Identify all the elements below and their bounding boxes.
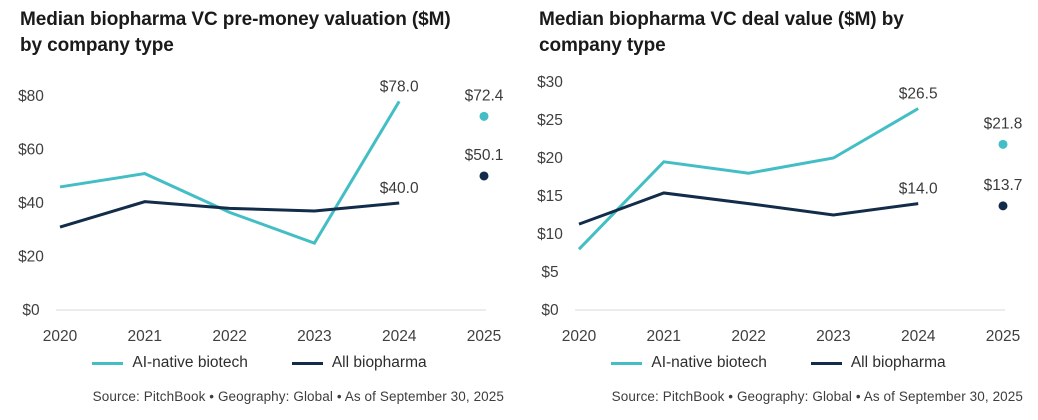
data-label-2025-ai-native-biotech: $72.4 [465, 87, 504, 104]
x-axis-tick-label: 2025 [467, 328, 501, 345]
data-point-2025-all-biopharma [479, 171, 489, 181]
x-axis-tick-label: 2024 [901, 328, 936, 345]
source-note: Source: PitchBook • Geography: Global • … [611, 389, 1023, 404]
data-label-2025-all-biopharma: $13.7 [984, 177, 1023, 194]
legend-item-ai-native-biotech: AI-native biotech [92, 354, 248, 372]
series-line-ai-native-biotech [577, 107, 919, 251]
y-axis-tick-label: $0 [541, 302, 559, 319]
data-point-2025-ai-native-biotech [479, 111, 489, 121]
y-axis-tick-label: $40 [18, 195, 44, 212]
legend-line-swatch-ai-native [611, 361, 643, 365]
y-axis-tick-label: $80 [18, 88, 44, 105]
series-line-ai-native-biotech [59, 100, 401, 245]
x-axis-tick-label: 2023 [297, 328, 331, 345]
data-label-2024-ai-native-biotech: $26.5 [899, 86, 938, 103]
legend-item-ai-native-biotech: AI-native biotech [611, 354, 767, 372]
series-line-all-biopharma [59, 200, 400, 229]
x-axis-tick-label: 2023 [816, 328, 850, 345]
chart-panel-deal-value: Median biopharma VC deal value ($M) by c… [519, 0, 1038, 420]
source-note: Source: PitchBook • Geography: Global • … [92, 389, 504, 404]
y-axis-tick-label: $20 [18, 249, 44, 266]
y-axis-tick-label: $5 [541, 264, 558, 281]
legend-line-swatch-ai-native [92, 361, 124, 365]
chart-title-line2: company type [539, 35, 666, 56]
data-point-2025-all-biopharma [998, 201, 1008, 211]
data-point-2025-ai-native-biotech [998, 139, 1008, 149]
legend-label: AI-native biotech [651, 354, 767, 371]
legend-line-swatch-all-biopharma [291, 361, 323, 365]
x-axis-tick-label: 2021 [128, 328, 162, 345]
legend-line-swatch-all-biopharma [810, 361, 842, 365]
y-axis-tick-label: $10 [537, 226, 563, 243]
x-axis-tick-label: 2022 [212, 328, 246, 345]
x-axis-tick-label: 2020 [562, 328, 597, 345]
y-axis-tick-label: $20 [537, 150, 563, 167]
y-axis-tick-label: $0 [22, 302, 40, 319]
legend-label: All biopharma [331, 354, 427, 371]
data-label-2024-all-biopharma: $40.0 [380, 180, 419, 197]
x-axis-tick-label: 2020 [43, 328, 78, 345]
legend: AI-native biotech All biopharma [0, 354, 519, 372]
x-axis-tick-label: 2024 [382, 328, 417, 345]
x-axis-tick-label: 2021 [647, 328, 681, 345]
chart-title-line1: Median biopharma VC deal value ($M) by [539, 9, 904, 30]
legend-label: All biopharma [850, 354, 946, 371]
data-label-2025-ai-native-biotech: $21.8 [984, 115, 1023, 132]
chart-panel-pre-money-valuation: Median biopharma VC pre-money valuation … [0, 7, 519, 404]
chart-title-line2: by company type [20, 35, 174, 56]
y-axis-tick-label: $60 [18, 142, 44, 159]
x-axis-tick-label: 2025 [986, 328, 1020, 345]
data-label-2024-all-biopharma: $14.0 [899, 181, 938, 198]
data-label-2025-all-biopharma: $50.1 [465, 147, 504, 164]
x-axis-tick-label: 2022 [731, 328, 765, 345]
legend-item-all-biopharma: All biopharma [810, 354, 946, 372]
chart-title-line1: Median biopharma VC pre-money valuation … [20, 9, 451, 30]
chart-title: Median biopharma VC pre-money valuation … [20, 7, 509, 59]
data-label-2024-ai-native-biotech: $78.0 [380, 78, 419, 95]
series-line-all-biopharma [578, 191, 919, 226]
y-axis-tick-label: $15 [537, 188, 563, 205]
y-axis-tick-label: $30 [537, 74, 563, 91]
legend-label: AI-native biotech [132, 354, 248, 371]
chart-title: Median biopharma VC deal value ($M) by c… [539, 7, 1028, 59]
legend: AI-native biotech All biopharma [519, 354, 1038, 372]
legend-item-all-biopharma: All biopharma [291, 354, 427, 372]
y-axis-tick-label: $25 [537, 112, 563, 129]
